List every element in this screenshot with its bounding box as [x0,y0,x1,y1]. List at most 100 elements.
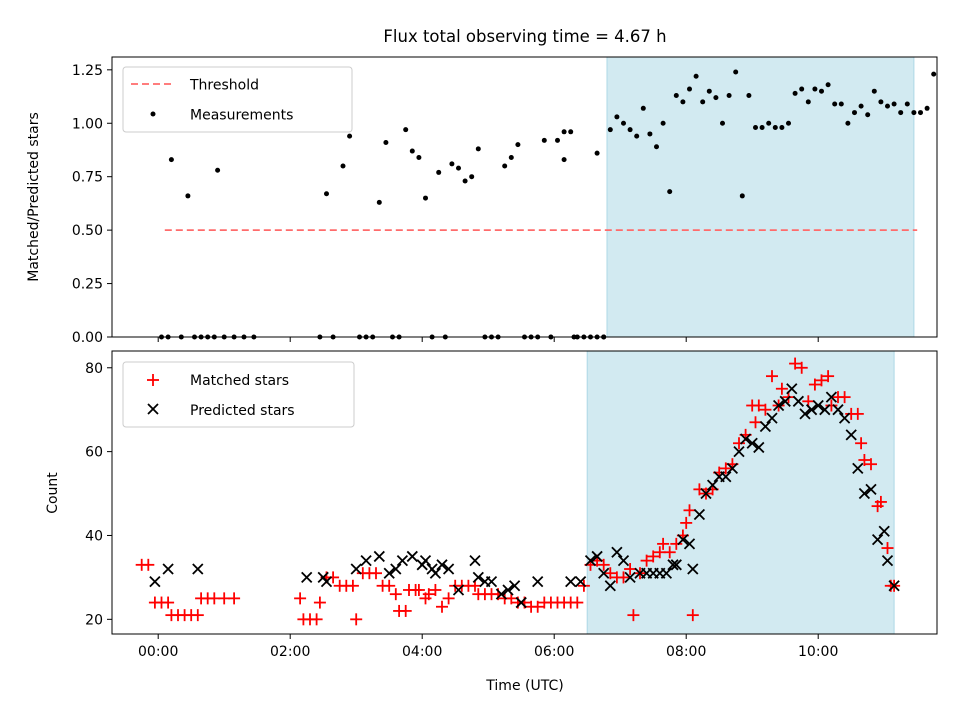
matched-star-point [442,592,455,605]
y-tick-label: 1.00 [72,116,103,132]
matched-star-point [640,554,653,567]
legend-threshold-label: Threshold [189,78,259,94]
predicted-star-point [871,534,884,546]
predicted-star-point [515,596,527,609]
predicted-star-point [726,462,739,475]
predicted-star-point [786,383,798,395]
measurement-point [931,71,937,77]
predicted-star-point [812,399,824,412]
predicted-star-point [832,404,844,416]
matched-star-point [617,571,630,584]
predicted-star-point [753,441,765,454]
matched-star-point [399,604,412,617]
y-tick-label: 80 [85,361,103,377]
measurement-point [614,114,620,120]
measurement-point [845,120,851,126]
measurement-point [436,169,442,175]
predicted-star-point [739,433,752,445]
matched-star-point [749,416,762,429]
matched-star-point [657,537,670,550]
predicted-star-point [670,559,682,571]
measurement-point [324,191,329,197]
y-tick-label: 60 [85,445,103,461]
predicted-star-point [624,571,636,584]
predicted-star-point [565,575,577,588]
bottom-x-axis-label: Time (UTC) [485,678,563,694]
predicted-star-point [819,404,831,416]
x-tick-label: 10:00 [798,644,838,660]
measurement-point [832,101,838,107]
matched-star-point [597,558,610,571]
measurement-point [561,129,567,135]
measurement-point [819,88,824,94]
y-tick-label: 0.00 [72,330,103,346]
measurement-point [706,88,712,94]
matched-star-point [294,592,307,605]
predicted-star-point [878,525,890,537]
measurement-point [416,154,422,160]
measurement-point [838,101,844,107]
predicted-star-point [419,554,432,567]
matched-star-point [822,370,835,383]
matched-star-point [191,609,204,622]
matched-star-point [647,550,660,563]
measurement-point [475,146,481,152]
x-tick-label: 00:00 [138,644,178,660]
y-tick-label: 20 [85,612,103,628]
measurement-point [858,103,864,109]
predicted-star-point [469,554,481,567]
legend-measurements-label: Measurements [190,108,293,124]
predicted-star-point [805,404,818,416]
measurement-point [753,125,758,131]
y-tick-label: 40 [85,528,103,544]
predicted-star-point [574,575,587,588]
observing-window-shade [606,56,915,338]
predicted-star-point [149,575,161,588]
measurement-point [423,195,428,201]
matched-star-point [825,399,838,412]
matched-star-point [874,495,887,508]
predicted-star-point [706,479,719,491]
measurement-point [627,127,633,133]
top-legend: Threshold Measurements [122,66,353,133]
matched-star-point [389,588,402,601]
predicted-star-point [373,550,385,563]
matched-star-point [531,600,544,613]
predicted-star-point [301,571,313,584]
top-legend-frame [122,66,353,133]
measurement-point [898,110,904,116]
matched-star-point [858,454,871,467]
measurement-point [462,178,468,184]
measurement-point [654,144,659,150]
predicted-star-point [604,580,616,592]
predicted-star-point [406,550,418,563]
predicted-star-point [799,408,811,420]
x-tick-label: 08:00 [666,644,706,660]
measurement-point [508,154,514,160]
matched-star-point [693,483,706,496]
predicted-star-point [865,483,877,495]
measurement-point [541,137,547,143]
matched-star-point [815,374,828,387]
measurement-point [792,90,798,96]
matched-star-point [855,437,868,450]
predicted-star-point [858,487,871,500]
matched-star-point [680,516,693,529]
measurement-point [865,112,871,118]
chart-title: Flux total observing time = 4.67 h [383,27,666,46]
predicted-star-point [838,412,851,424]
predicted-star-point [792,395,805,407]
top-y-axis-label: Matched/Predicted stars [26,112,42,282]
predicted-star-point [759,420,772,433]
measurement-point [852,110,857,116]
measurement-point [376,199,382,205]
matched-star-point [346,579,359,592]
matched-star-point [142,558,155,571]
matched-star-point [686,609,699,622]
predicted-star-point [881,554,894,567]
measurement-point [561,157,567,163]
measurement-point [634,133,640,139]
observing-window-band [606,56,915,338]
